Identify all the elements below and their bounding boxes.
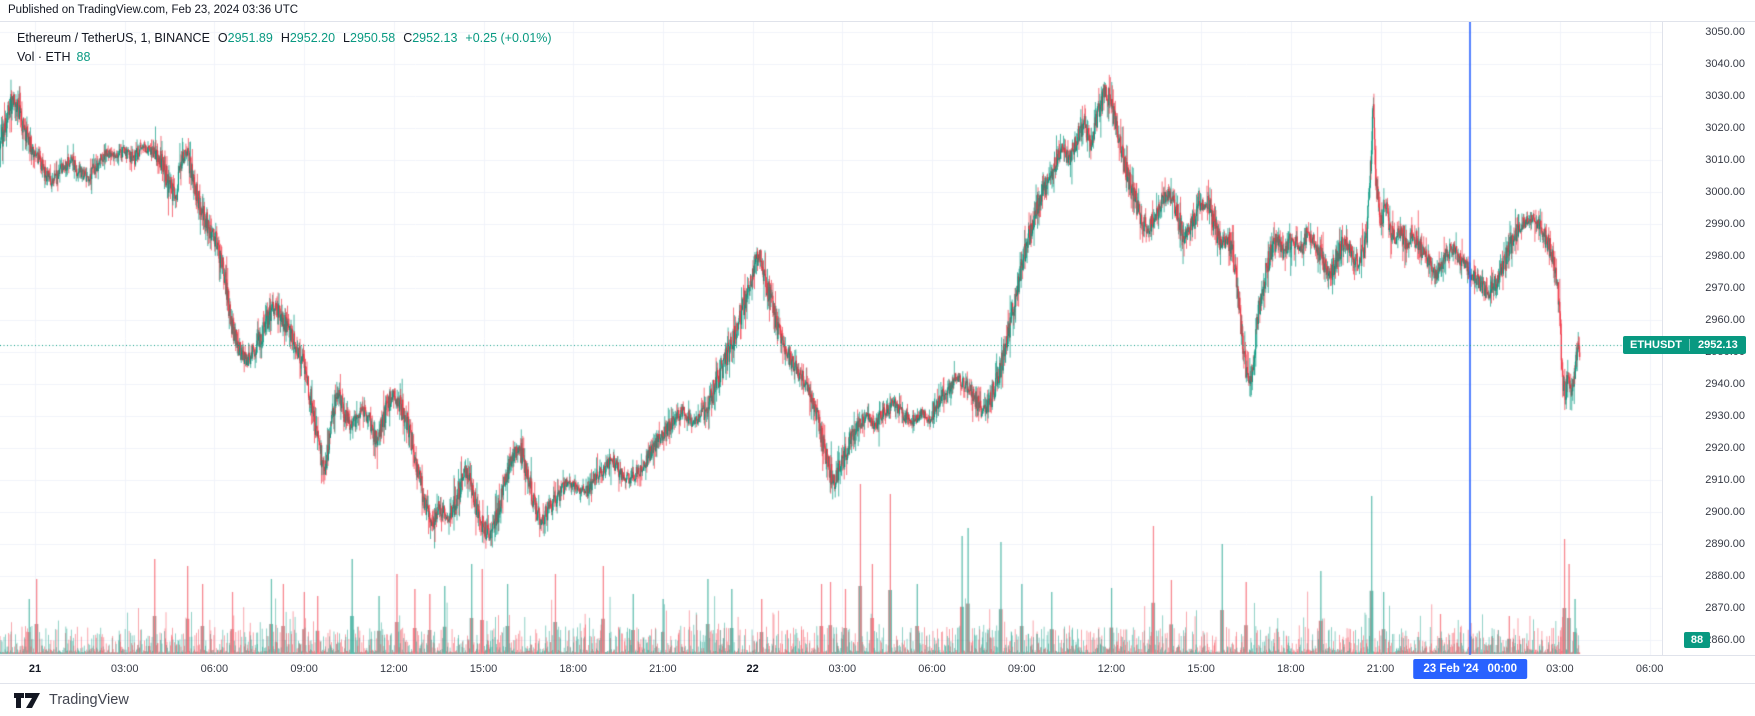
published-text: Published on TradingView.com, Feb 23, 20… (8, 4, 299, 16)
open-label: O (217, 31, 228, 45)
marker-date: 23 Feb '24 (1423, 663, 1479, 675)
time-tick-label: 09:00 (290, 663, 318, 675)
time-tick-label: 06:00 (918, 663, 946, 675)
last-price-symbol: ETHUSDT (1623, 339, 1690, 352)
time-tick-label: 06:00 (1635, 663, 1664, 675)
date-marker-badge: 23 Feb '24 00:00 (1413, 659, 1527, 679)
price-tick-label: 2980.00 (1705, 249, 1745, 262)
price-tick-label: 2990.00 (1705, 217, 1745, 230)
price-tick-label: 3000.00 (1705, 185, 1745, 198)
price-tick-label: 3020.00 (1705, 121, 1745, 134)
time-tick-label: 21:00 (649, 663, 677, 675)
time-tick-label: 18:00 (1277, 663, 1305, 675)
time-tick-label: 21 (28, 663, 42, 675)
price-tick-label: 2880.00 (1705, 569, 1745, 582)
change-value: +0.25 (+0.01%) (465, 31, 552, 45)
price-tick-label: 2960.00 (1705, 313, 1745, 326)
volume-axis-badge: 88 (1684, 632, 1710, 648)
price-tick-label: 2900.00 (1705, 505, 1745, 518)
price-tick-label: 3050.00 (1705, 25, 1745, 38)
time-tick-label: 03:00 (1546, 663, 1574, 675)
close-label: C (403, 31, 413, 45)
price-tick-label: 2890.00 (1705, 537, 1745, 550)
time-tick-label: 03:00 (828, 663, 857, 675)
price-tick-label: 3040.00 (1705, 57, 1745, 70)
symbol-legend-row[interactable]: Ethereum / TetherUS, 1, BINANCE O2951.89 H… (17, 30, 552, 47)
price-tick-label: 3030.00 (1705, 89, 1745, 102)
price-tick-label: 2940.00 (1705, 377, 1745, 390)
price-tick-label: 2970.00 (1705, 281, 1745, 294)
last-price-badge: ETHUSDT 2952.13 (1623, 336, 1746, 355)
chart-legend: Ethereum / TetherUS, 1, BINANCE O2951.89 H… (17, 30, 552, 66)
low-label: L (343, 31, 350, 45)
price-tick-label: 2920.00 (1705, 441, 1745, 454)
time-tick-label: 12:00 (380, 663, 408, 675)
symbol-title: Ethereum / TetherUS, 1, BINANCE (17, 31, 210, 45)
high-value: 2952.20 (289, 31, 336, 45)
price-tick-label: 2910.00 (1705, 473, 1745, 486)
volume-label: Vol · ETH (17, 50, 71, 64)
time-tick-label: 09:00 (1007, 663, 1036, 675)
volume-legend-row[interactable]: Vol · ETH 88 (17, 49, 552, 66)
time-tick-label: 12:00 (1097, 663, 1126, 675)
time-tick-label: 18:00 (559, 663, 587, 675)
marker-time: 00:00 (1487, 663, 1517, 675)
close-value: 2952.13 (412, 31, 458, 45)
time-tick-label: 22 (746, 663, 759, 675)
footer-bar: TradingView (0, 683, 1755, 716)
published-bar: Published on TradingView.com, Feb 23, 20… (0, 0, 1755, 22)
tradingview-logo-icon (14, 692, 40, 708)
time-tick-label: 15:00 (1187, 663, 1215, 675)
high-label: H (280, 31, 290, 45)
last-price-value: 2952.13 (1697, 339, 1738, 352)
time-tick-label: 03:00 (110, 663, 139, 675)
price-tick-label: 2930.00 (1705, 409, 1745, 422)
time-tick-label: 15:00 (469, 663, 498, 675)
time-tick-label: 06:00 (200, 663, 229, 675)
open-value: 2951.89 (227, 31, 273, 45)
price-tick-label: 2860.00 (1705, 633, 1745, 646)
time-tick-label: 21:00 (1366, 663, 1395, 675)
low-value: 2950.58 (350, 31, 396, 45)
price-tick-label: 2870.00 (1705, 601, 1745, 614)
volume-value: 88 (76, 50, 91, 64)
tradingview-brand-link[interactable]: TradingView (49, 692, 129, 708)
price-tick-label: 3010.00 (1705, 153, 1745, 166)
